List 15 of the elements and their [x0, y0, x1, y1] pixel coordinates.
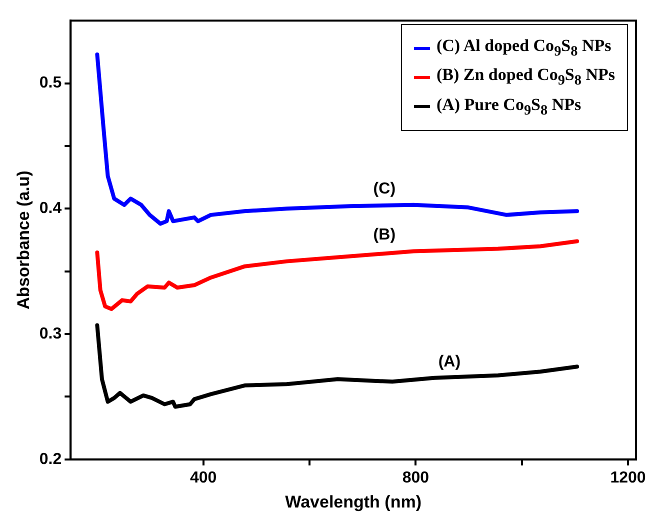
x-tick-label: 800 [402, 469, 430, 486]
y-axis-title: Absorbance (a.u) [14, 170, 33, 310]
annotation: (B) [373, 226, 396, 244]
y-tick-label: 0.2 [39, 450, 62, 468]
legend-label: (C) Al doped Co$_{9}$S$_{8}$ NPs [436, 36, 612, 60]
x-tick-label: 400 [190, 469, 217, 486]
y-tick-label: 0.3 [39, 325, 62, 342]
annotation: (C) [373, 180, 396, 198]
annotation: (A) [438, 353, 461, 370]
x-axis-title: Wavelength (nm) [285, 492, 422, 512]
y-tick-label: 0.5 [39, 74, 62, 92]
legend-label: (B) Zn doped Co$_{9}$S$_{8}$ NPs [436, 65, 615, 90]
legend-label: (A) Pure Co$_{9}$S$_{8}$ NPs [436, 94, 582, 120]
y-tick-label: 0.4 [39, 200, 62, 218]
x-tick-label: 1200 [610, 469, 646, 486]
